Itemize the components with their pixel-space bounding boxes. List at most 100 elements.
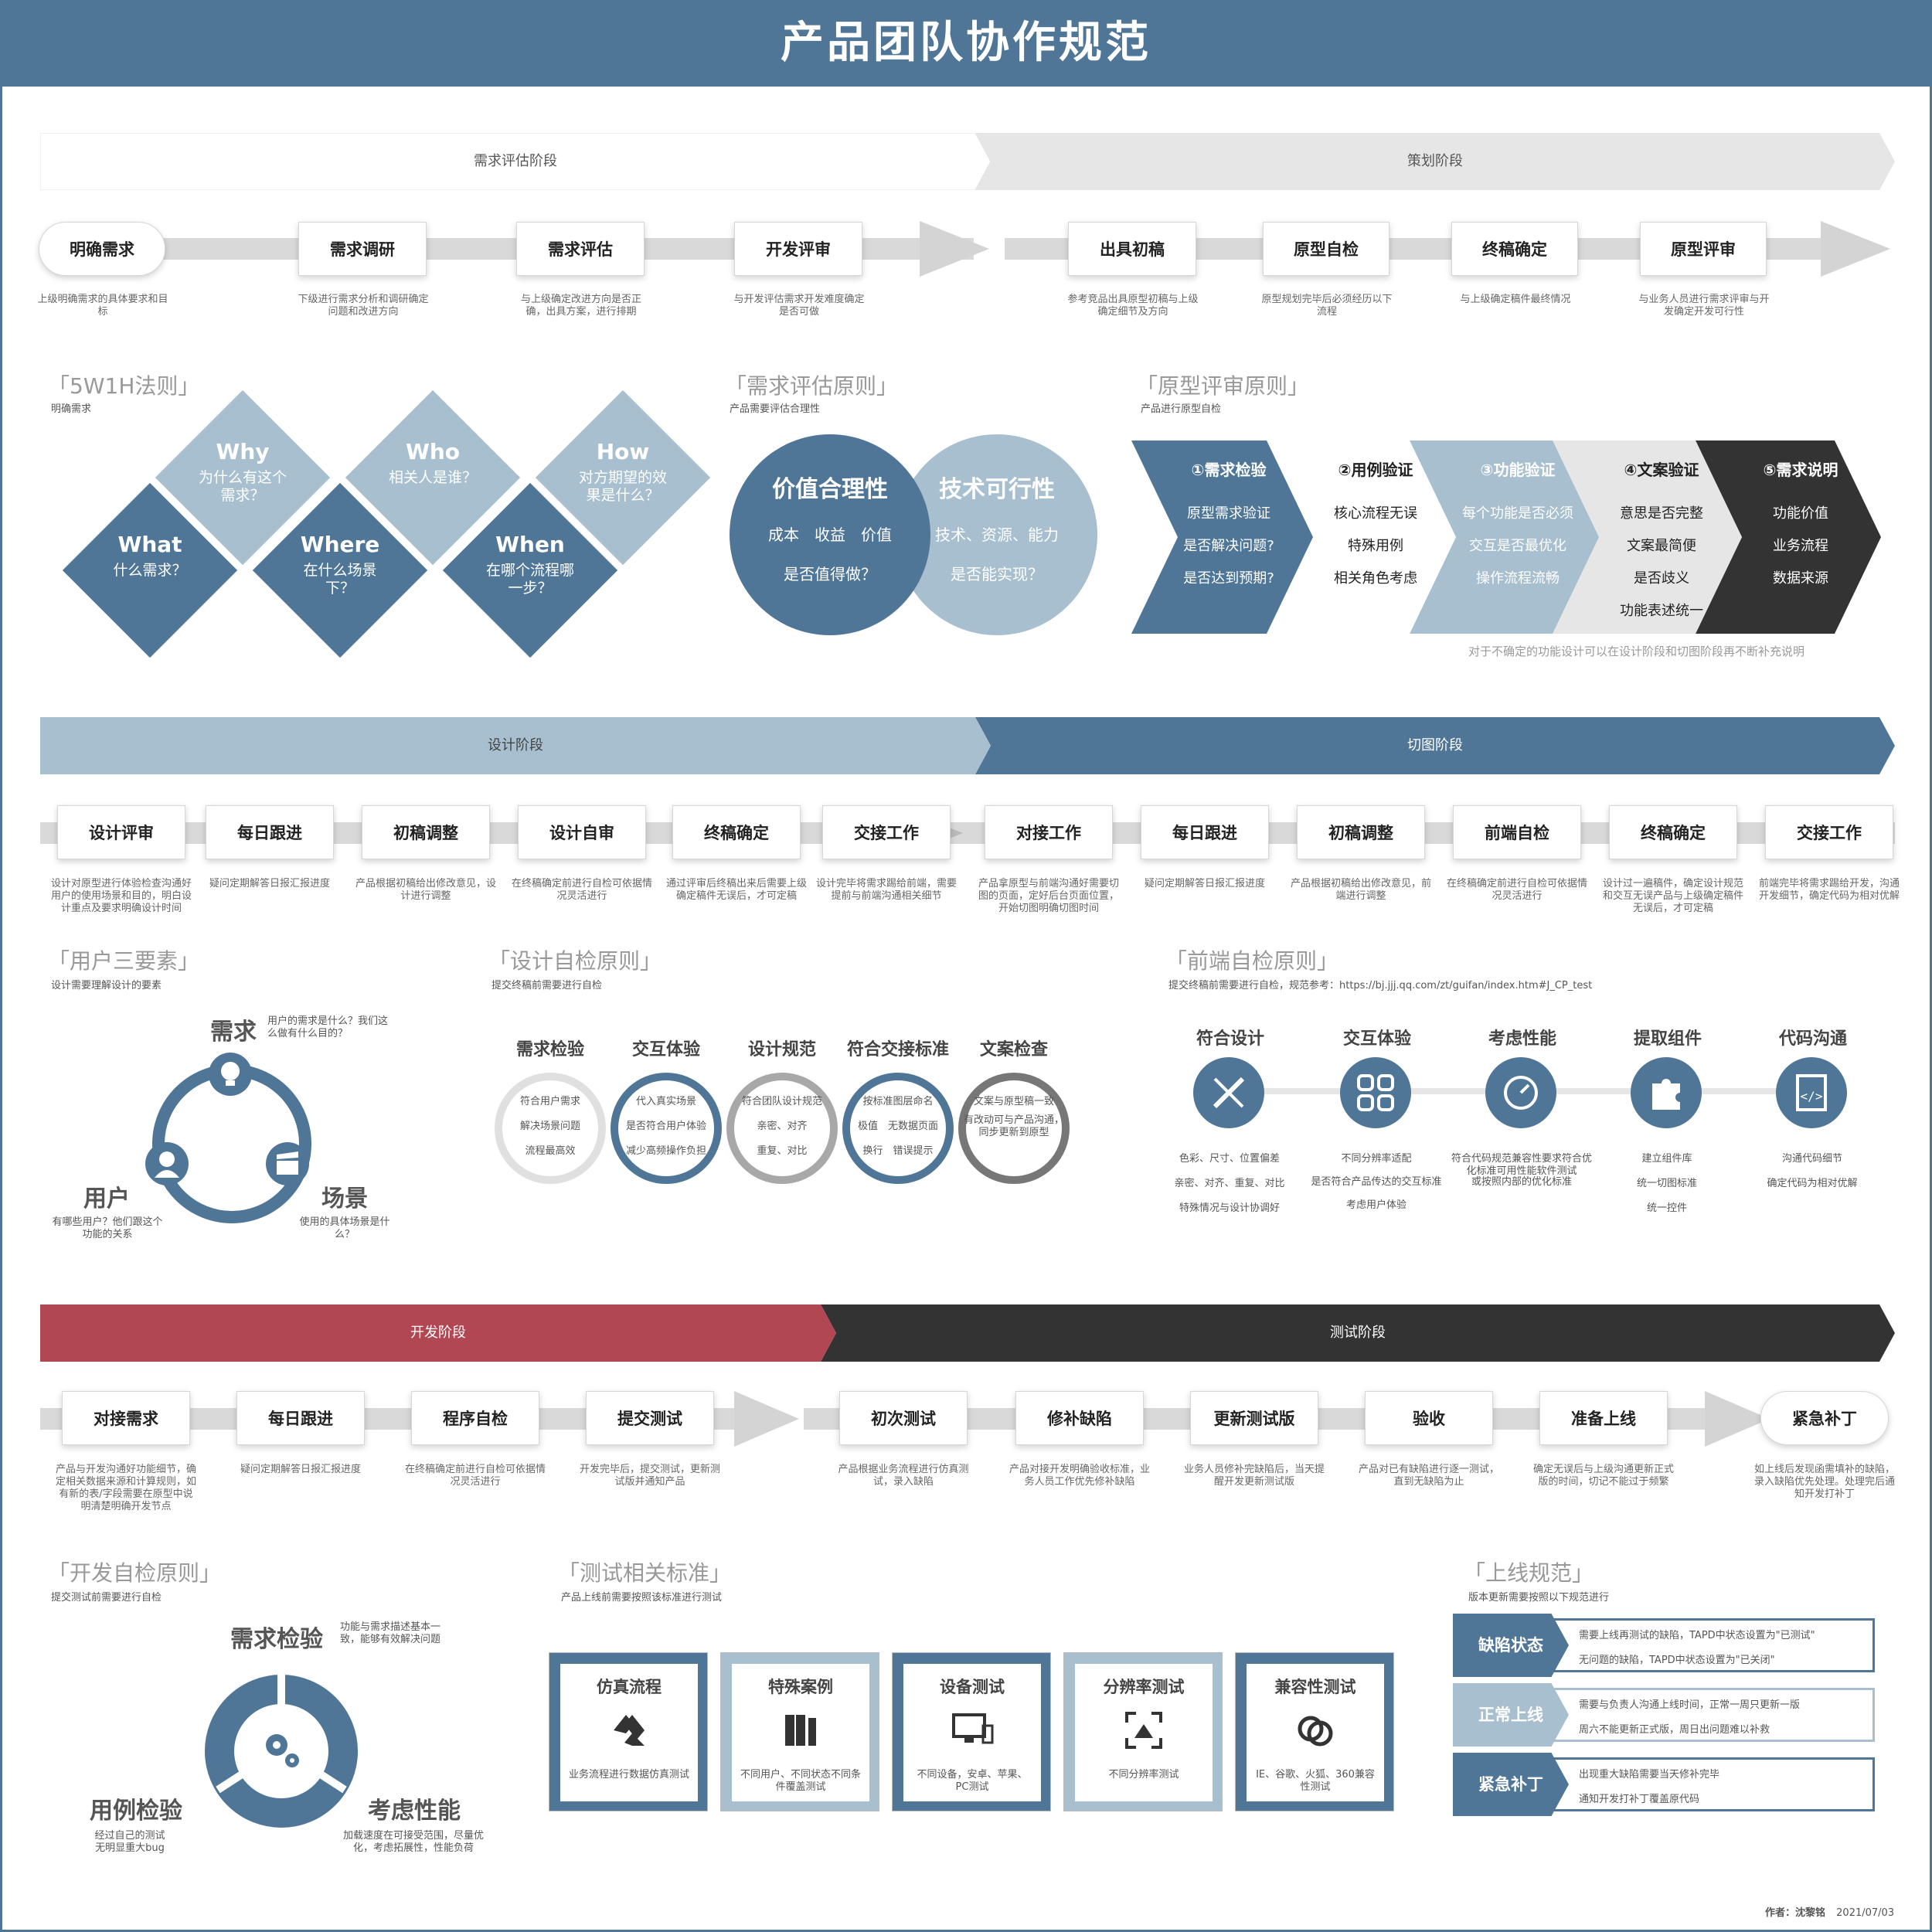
gears-icon [255,1723,308,1776]
step-box: 交接工作 [822,805,951,859]
designp-line: 文案与原型稿一致 [973,1096,1054,1107]
flow-arrow [920,221,989,277]
diamond-heading: When [495,532,565,557]
step-box: 明确需求 [39,222,165,276]
designp-heading: 需求检验 [515,1040,584,1060]
step-desc: 产品拿原型与前端沟通好需要切图的页面，定好后台页面位置，开始切图明确切图时间 [978,878,1119,914]
step-box: 每日跟进 [236,1391,365,1445]
protop-heading: ①需求检验 [1191,461,1267,479]
designp-heading: 符合交接标准 [846,1040,949,1060]
designp-line: 有改动可与产品沟通，同步更新到原型 [963,1114,1064,1138]
phase-label-eval: 需求评估阶段 [474,153,557,169]
devp-cycle [205,1674,358,1828]
step-box: 原型评审 [1640,222,1767,276]
step-box: 对接需求 [62,1391,190,1445]
protop-line: 交互是否最优化 [1469,538,1566,554]
step-box: 每日跟进 [1141,805,1269,859]
test-card: 兼容性测试 IE、谷歌、火狐、360兼容性测试 [1235,1652,1394,1811]
puzzle-icon [1631,1057,1702,1128]
phase-label-test: 测试阶段 [1330,1325,1386,1341]
code-doc-icon: </> [1776,1057,1847,1128]
test-card-inner: 兼容性测试 IE、谷歌、火狐、360兼容性测试 [1247,1664,1384,1801]
venn-circle-value [730,434,930,635]
diamond-sub: 什么需求？ [113,562,187,579]
protop-heading: ④文案验证 [1624,461,1699,479]
fep-line: 确定代码为相对优解 [1767,1178,1858,1189]
fep-line: 建立组件库 [1641,1153,1692,1165]
launch-label: 正常上线 [1453,1683,1569,1747]
user3-user-title: 用户 [83,1185,130,1213]
designp-line: 换行 错误提示 [862,1145,934,1157]
step-box: 初次测试 [839,1391,968,1445]
step-desc: 前端完毕将需求踢给开发，沟通开发细节，确定代码为相对优解 [1758,878,1900,902]
section-sub-eval: 产品需要评估合理性 [730,403,821,415]
phase-band-2: 设计阶段 切图阶段 [40,717,1895,774]
step-desc: 业务人员修补完缺陷后，当天提醒开发更新测试版 [1183,1464,1325,1488]
diamond-sub: 为什么有这个需求？ [198,469,287,504]
fep-heading: 考虑性能 [1488,1029,1556,1049]
fep-line: 亲密、对齐、重复、对比 [1174,1178,1285,1189]
protop-chevrons [1131,440,1881,634]
flow-arrow [734,1391,799,1447]
phase-label-dev: 开发阶段 [410,1325,466,1341]
step-desc: 上级明确需求的具体要求和目标 [37,294,168,318]
test-desc: 不同设备，安卓、苹果、PC测试 [917,1769,1028,1793]
section-sub-user3: 设计需要理解设计的要素 [51,980,162,992]
test-card: 分辨率测试 不同分辨率测试 [1063,1652,1223,1811]
designp-ring [611,1073,722,1184]
test-desc: 不同用户、不同状态不同条件覆盖测试 [740,1769,861,1793]
section-title-eval: 「需求评估原则」 [725,373,899,399]
flow-arrow-small [947,827,963,839]
fep-line: 不同分辨率适配 [1341,1153,1412,1165]
section-sub-launch: 版本更新需要按照以下规范进行 [1468,1592,1610,1604]
venn-value-line1: 成本 收益 价值 [768,526,892,544]
section-sub-fep: 提交终稿前需要进行自检，规范参考：https://bj.jjj.qq.com/z… [1168,980,1593,992]
fep-line: 特殊情况与设计协调好 [1179,1202,1280,1214]
venn-tech-title: 技术可行性 [939,476,1055,503]
section-sub-5w1h: 明确需求 [51,403,92,415]
diamond-heading: How [596,439,650,464]
section-title-protop: 「原型评审原则」 [1136,373,1310,399]
launch-line: 需要与负责人沟通上线时间，正常一周只更新一版 [1579,1699,1801,1711]
step-desc: 下级进行需求分析和调研确定问题和改进方向 [298,294,429,318]
flow-rail [40,822,1895,844]
user3-scene-title: 场景 [321,1185,368,1213]
designp-line: 流程最高效 [525,1145,576,1157]
protop-line: 功能价值 [1773,505,1828,522]
step-box: 终稿确定 [1451,222,1578,276]
step-desc: 通过评审后终稿出来后需要上级确定稿件无误后，才可定稿 [665,878,807,902]
svg-text:</>: </> [1801,1089,1823,1104]
step-desc: 设计对原型进行体验检查沟通好用户的使用场景和目的，明白设计重点及要求明确设计时间 [50,878,192,914]
diamond-text: When 在哪个流程哪一步？ [453,532,607,597]
protop-line: 业务流程 [1773,538,1828,554]
phase-band-3-shape [40,1304,1895,1362]
user3-need-desc: 用户的需求是什么？我们这么做有什么目的？ [267,1015,389,1039]
test-heading: 仿真流程 [597,1678,662,1696]
devp-need-desc: 功能与需求描述基本一致，能够有效解决问题 [340,1621,441,1645]
section-sub-designp: 提交终稿前需要进行自检 [492,980,603,992]
test-heading: 分辨率测试 [1103,1678,1185,1696]
designp-ring [726,1073,838,1184]
venn-tech-line2: 是否能实现？ [951,565,1043,583]
step-box: 提交测试 [586,1391,714,1445]
test-card: 仿真流程 业务流程进行数据仿真测试 [549,1652,708,1811]
fep-line: 符合代码规范兼容性要求符合优化标准可用性能软件测试 [1451,1153,1592,1177]
step-box: 设计自审 [518,805,646,859]
phase-band-1-shape [40,133,1895,190]
devp-need-title: 需求检验 [230,1626,323,1653]
test-card: 设备测试不同设备，安卓、苹果、PC测试 [892,1652,1051,1811]
lightbulb-icon [209,1053,252,1096]
phase-label-design: 设计阶段 [488,737,543,753]
step-desc: 产品与开发沟通好功能细节，确定相关数据来源和计算规则，如有新的表/字段需要在原型… [55,1464,196,1512]
user3-scene-desc: 使用的具体场景是什么？ [299,1216,390,1240]
step-desc: 在终稿确定前进行自检可依据情况灵活进行 [1446,878,1587,902]
step-box: 终稿确定 [1609,805,1737,859]
devices-icon [949,1707,995,1753]
diamond-text: Why 为什么有这个需求？ [165,439,320,505]
step-desc: 与业务人员进行需求评审与开发确定开发可行性 [1638,294,1770,318]
footer: 作者：沈黎铭 2021/07/03 [1765,1904,1894,1919]
designp-ring [495,1073,606,1184]
test-heading: 设备测试 [940,1678,1005,1696]
designp-line: 代入真实场景 [635,1096,696,1107]
protop-line: 数据来源 [1773,570,1828,587]
